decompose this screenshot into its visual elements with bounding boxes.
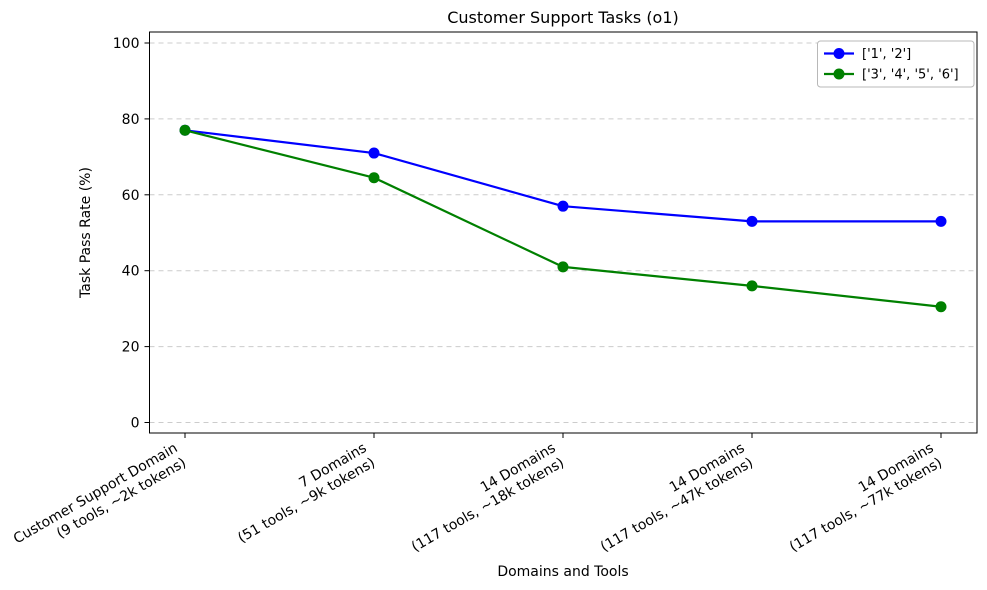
x-tick-label-line: (117 tools, ~77k tokens) bbox=[787, 455, 945, 556]
data-point bbox=[557, 200, 569, 212]
data-point bbox=[368, 172, 380, 184]
legend-marker bbox=[833, 68, 845, 80]
chart-title: Customer Support Tasks (o1) bbox=[447, 8, 679, 27]
x-tick-label: 14 Domains(117 tools, ~18k tokens) bbox=[409, 440, 567, 556]
legend-item-label: ['3', '4', '5', '6'] bbox=[862, 68, 959, 83]
plot-border bbox=[149, 31, 978, 434]
x-tick-labels: Customer Support Domain(9 tools, ~2k tok… bbox=[11, 440, 945, 556]
data-point bbox=[746, 280, 758, 292]
data-point bbox=[746, 215, 758, 227]
gridlines bbox=[149, 42, 977, 423]
data-point bbox=[935, 301, 947, 313]
y-tick-label: 20 bbox=[122, 340, 140, 356]
y-axis-label: Task Pass Rate (%) bbox=[78, 167, 94, 299]
series-line-1 bbox=[183, 129, 943, 308]
x-tick-label-line: Customer Support Domain bbox=[11, 440, 181, 547]
data-point bbox=[557, 261, 569, 273]
y-tick-label: 60 bbox=[122, 188, 140, 204]
x-tick-label-line: (51 tools, ~9k tokens) bbox=[235, 455, 378, 547]
legend-item: ['3', '4', '5', '6'] bbox=[824, 68, 959, 83]
data-point bbox=[179, 124, 191, 136]
legend: ['1', '2'] ['3', '4', '5', '6'] bbox=[817, 40, 975, 88]
legend-item-label: ['1', '2'] bbox=[862, 47, 911, 62]
x-tick-label-line: (117 tools, ~18k tokens) bbox=[409, 455, 567, 556]
x-tick-label: 14 Domains(117 tools, ~47k tokens) bbox=[598, 440, 756, 556]
y-tick-label: 0 bbox=[131, 416, 140, 432]
x-tick-label: 14 Domains(117 tools, ~77k tokens) bbox=[787, 440, 945, 556]
data-point bbox=[935, 215, 947, 227]
y-tick-label: 80 bbox=[122, 112, 140, 128]
x-tick-label-line: (117 tools, ~47k tokens) bbox=[598, 455, 756, 556]
data-point bbox=[368, 147, 380, 159]
x-axis-label: Domains and Tools bbox=[497, 564, 628, 580]
x-tick-label: Customer Support Domain(9 tools, ~2k tok… bbox=[11, 440, 189, 547]
axis-ticks bbox=[144, 42, 942, 438]
y-tick-label: 100 bbox=[113, 36, 140, 52]
legend-box bbox=[817, 40, 975, 88]
legend-marker bbox=[833, 48, 845, 59]
legend-item: ['1', '2'] bbox=[824, 47, 911, 62]
data-series bbox=[179, 124, 947, 313]
y-tick-label: 40 bbox=[122, 264, 140, 280]
y-tick-labels: 0 20 40 60 80 100 bbox=[113, 36, 140, 432]
x-tick-label: 7 Domains(51 tools, ~9k tokens) bbox=[235, 440, 378, 547]
